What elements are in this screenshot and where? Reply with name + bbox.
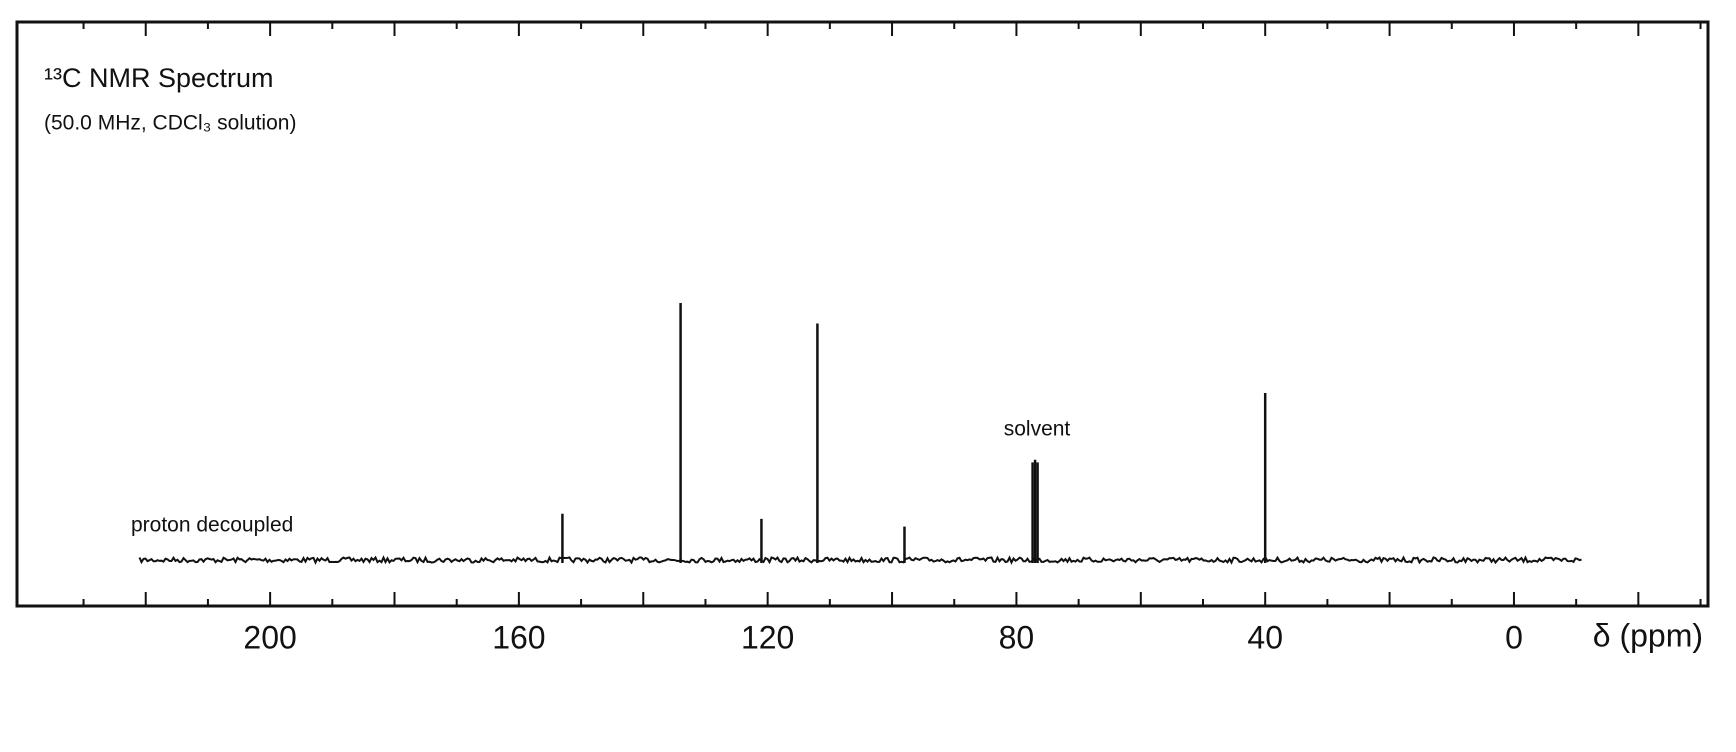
- chart-subtitle: (50.0 MHz, CDCl₃ solution): [44, 112, 296, 135]
- x-tick-label: 200: [243, 619, 296, 655]
- plot-frame: [15, 20, 1710, 608]
- x-tick-label: 0: [1505, 619, 1523, 655]
- x-tick-label: 40: [1247, 619, 1283, 655]
- chart-title: ¹³C NMR Spectrum: [44, 63, 274, 93]
- x-tick-label: 80: [999, 619, 1035, 655]
- baseline-trace: [138, 555, 1582, 565]
- x-axis-label: δ (ppm): [1593, 617, 1703, 653]
- x-tick-label: 120: [741, 619, 794, 655]
- x-tick-label: 160: [492, 619, 545, 655]
- annotation: solvent: [1004, 418, 1071, 441]
- annotation: proton decoupled: [131, 514, 293, 537]
